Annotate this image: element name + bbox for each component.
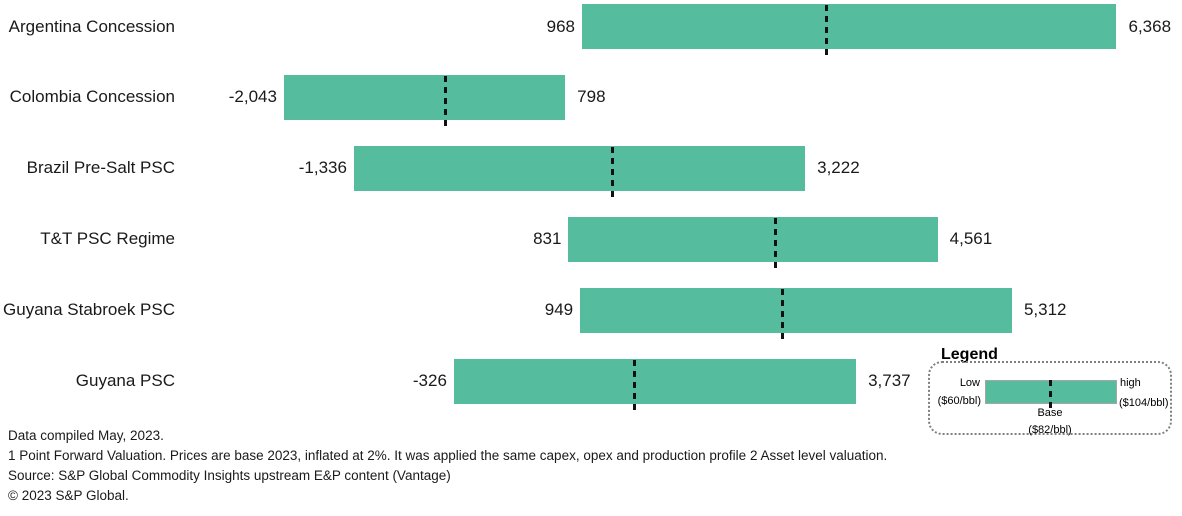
legend-box: Low ($60/bbl) high ($104/bbl) Base ($82/… — [928, 361, 1172, 436]
base-marker-dashed-line — [611, 146, 615, 198]
range-bar — [582, 4, 1117, 49]
footnote-copyright: © 2023 S&P Global. — [8, 488, 129, 503]
high-value-label: 3,222 — [817, 158, 860, 178]
base-marker-dashed-line — [773, 217, 777, 269]
base-marker-dashed-line — [444, 75, 448, 127]
low-value-label: -326 — [412, 371, 447, 391]
footnote-data-compiled: Data compiled May, 2023. — [8, 428, 164, 443]
base-marker-dashed-line — [780, 288, 784, 340]
high-value-label: 3,737 — [868, 371, 911, 391]
footnote-methodology: 1 Point Forward Valuation. Prices are ba… — [8, 448, 888, 463]
range-bar — [353, 145, 806, 191]
high-value-label: 6,368 — [1128, 16, 1172, 36]
legend-base-price: ($82/bbl) — [1028, 424, 1072, 436]
legend-base-marker-dashed-line — [1049, 380, 1052, 411]
legend-low-price: ($60/bbl) — [937, 395, 981, 407]
legend-high-price: ($104/bbl) — [1119, 397, 1169, 409]
high-value-label: 4,561 — [949, 229, 993, 249]
high-value-label: 798 — [577, 87, 606, 107]
legend-base-label: Base — [1037, 407, 1063, 419]
category-label: Argentina Concession — [8, 16, 175, 36]
range-bar — [568, 216, 938, 262]
low-value-label: -2,043 — [228, 87, 277, 107]
legend-low-label: Low — [959, 377, 980, 389]
category-label: Colombia Concession — [9, 87, 175, 107]
low-value-label: -1,336 — [298, 158, 347, 178]
low-value-label: 831 — [533, 229, 562, 249]
range-bar — [283, 74, 566, 120]
legend-title: Legend — [936, 346, 1003, 364]
footnote-source: Source: S&P Global Commodity Insights up… — [8, 468, 451, 483]
category-label: Brazil Pre-Salt PSC — [26, 158, 175, 178]
range-bar — [453, 358, 857, 404]
low-value-label: 949 — [544, 300, 574, 320]
category-label: Guyana Stabroek PSC — [3, 300, 175, 320]
base-marker-dashed-line — [825, 5, 829, 56]
high-value-label: 5,312 — [1023, 300, 1067, 320]
base-marker-dashed-line — [633, 359, 637, 411]
legend-high-label: high — [1120, 377, 1141, 389]
category-label: Guyana PSC — [75, 371, 175, 391]
range-bar — [580, 287, 1012, 333]
low-value-label: 968 — [546, 16, 575, 36]
footnotes: Data compiled May, 2023. 1 Point Forward… — [8, 426, 887, 506]
category-label: T&T PSC Regime — [40, 229, 175, 249]
